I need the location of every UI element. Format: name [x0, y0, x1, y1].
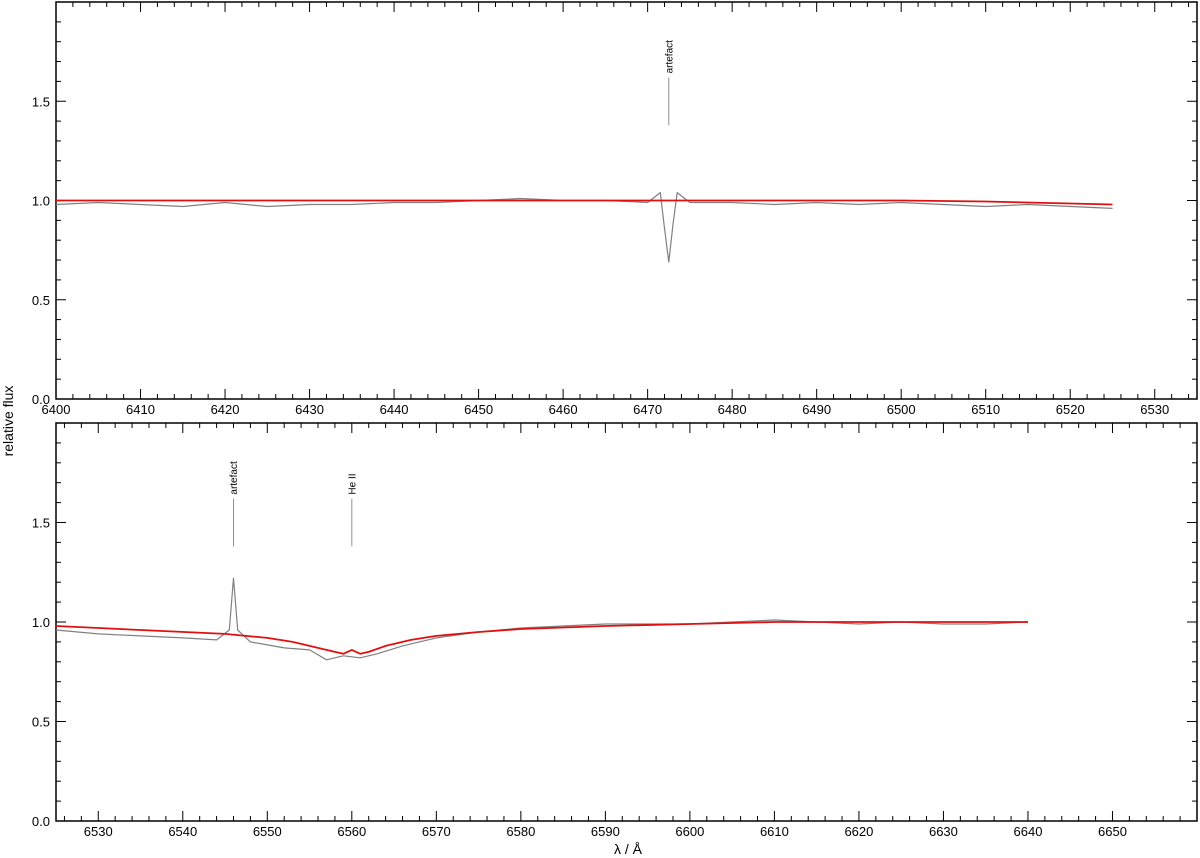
y-axis-title: relative flux: [0, 386, 16, 457]
observed-spectrum-line: [55, 192, 1113, 263]
annotation-label: artefact: [229, 461, 240, 495]
x-tick-label: 6590: [591, 824, 620, 839]
x-tick-label: 6520: [1056, 402, 1085, 417]
x-tick-label: 6480: [718, 402, 747, 417]
y-tick-label: 1.0: [32, 615, 50, 630]
x-tick-label: 6630: [929, 824, 958, 839]
x-tick-label: 6580: [506, 824, 535, 839]
model-spectrum-line: [56, 199, 1113, 206]
x-tick-label: 6640: [1014, 824, 1043, 839]
x-tick-label: 6450: [464, 402, 493, 417]
x-tick-label: 6600: [675, 824, 704, 839]
annotation-label: artefact: [664, 40, 675, 74]
y-tick-label: 1.5: [32, 516, 50, 531]
x-tick-label: 6500: [887, 402, 916, 417]
top-panel: 6400 6410 6420 6430 6440 6450 6460 6470 6480 6490…: [32, 1, 1198, 417]
x-tick-label: 6460: [549, 402, 578, 417]
x-tick-label: 6420: [211, 402, 240, 417]
x-tick-label: 6550: [253, 824, 282, 839]
x-tick-label: 6510: [971, 402, 1000, 417]
x-tick-label: 6400: [42, 402, 71, 417]
annotation-label: He II: [347, 473, 358, 494]
x-tick-label: 6440: [380, 402, 409, 417]
y-tick-label: 1.0: [32, 194, 50, 209]
x-tick-label: 6650: [1098, 824, 1127, 839]
y-tick-label: 1.5: [32, 94, 50, 109]
model-spectrum-line: [55, 621, 1028, 655]
x-tick-label: 6470: [633, 402, 662, 417]
x-tick-label: 6430: [295, 402, 324, 417]
x-tick-label: 6570: [422, 824, 451, 839]
y-tick-label: 0.0: [32, 814, 50, 829]
x-tick-label: 6540: [168, 824, 197, 839]
x-tick-label: 6530: [84, 824, 113, 839]
x-tick-label: 6610: [760, 824, 789, 839]
x-tick-label: 6490: [802, 402, 831, 417]
x-axis-title: λ / Å: [614, 841, 643, 857]
y-tick-label: 0.5: [32, 715, 50, 730]
bottom-panel: 6530 6540 6550 6560 6570 6580 6590 6600 6610 6620…: [32, 422, 1198, 839]
y-tick-label: 0.5: [32, 293, 50, 308]
x-tick-label: 6560: [337, 824, 366, 839]
x-tick-label: 6620: [844, 824, 873, 839]
x-tick-label: 6530: [1140, 402, 1169, 417]
y-tick-label: 0.0: [32, 392, 50, 407]
x-tick-label: 6410: [126, 402, 155, 417]
observed-spectrum-line: [55, 577, 1029, 661]
